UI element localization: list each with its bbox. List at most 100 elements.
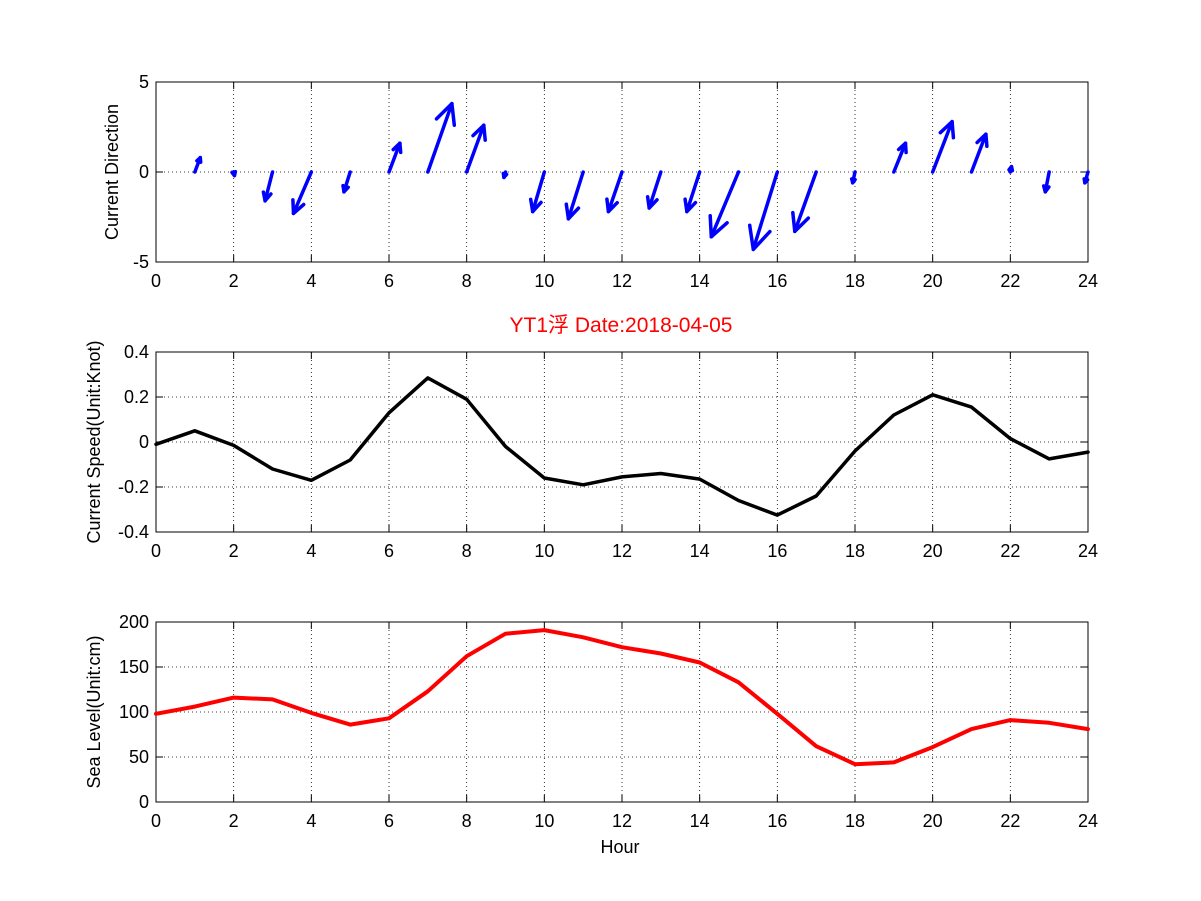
series-line — [154, 628, 1090, 767]
x-tick-label: 18 — [845, 271, 865, 291]
x-tick-label: 4 — [306, 271, 316, 291]
x-tick-label: 10 — [534, 541, 554, 561]
current-arrow — [193, 155, 203, 174]
x-tick-label: 12 — [612, 541, 632, 561]
y-tick-label: 0 — [139, 432, 149, 452]
current-arrow — [528, 170, 547, 214]
x-tick-label: 12 — [612, 271, 632, 291]
x-tick-label: 22 — [1000, 811, 1020, 831]
current-arrow — [892, 141, 908, 174]
current-arrow — [291, 170, 314, 216]
y-tick-label: 0 — [139, 792, 149, 812]
arrow-shaft — [793, 170, 818, 234]
arrow-shaft — [751, 170, 780, 252]
x-tick-label: 20 — [923, 541, 943, 561]
x-tick-label: 4 — [306, 541, 316, 561]
arrow-head — [791, 210, 811, 234]
x-tick-label: 2 — [229, 541, 239, 561]
y-tick-label: 200 — [119, 612, 149, 632]
x-tick-label: 10 — [534, 811, 554, 831]
y-tick-label: 5 — [139, 72, 149, 92]
x-tick-label: 14 — [690, 541, 710, 561]
x-tick-label: 18 — [845, 811, 865, 831]
current-arrow — [645, 170, 663, 210]
x-tick-label: 18 — [845, 541, 865, 561]
current-arrow — [426, 101, 457, 174]
x-tick-label: 16 — [767, 271, 787, 291]
arrow-shaft — [426, 101, 454, 174]
x-tick-label: 16 — [767, 541, 787, 561]
y-tick-label: 0.2 — [124, 387, 149, 407]
figure-title: YT1浮 Date:2018-04-05 — [510, 314, 733, 337]
arrow-head — [1041, 184, 1051, 194]
current-arrow — [747, 170, 780, 252]
y-tick-label: 0 — [139, 162, 149, 182]
arrow-head — [471, 123, 487, 142]
arrow-shaft — [969, 132, 988, 174]
y-tick-label: 0.4 — [124, 342, 149, 362]
arrow-head — [975, 132, 989, 149]
x-tick-label: 4 — [306, 811, 316, 831]
panel-2: 0 2 4 6 8 10 12 14 16 18 20 22 24-0.4-0.200.20.4Curr… — [84, 340, 1098, 561]
arrow-shaft — [464, 123, 486, 174]
x-tick-label: 24 — [1078, 271, 1098, 291]
x-tick-label: 10 — [534, 271, 554, 291]
arrow-head — [645, 195, 659, 210]
x-tick-label: 14 — [690, 811, 710, 831]
current-arrow — [230, 169, 238, 178]
arrow-head — [849, 177, 857, 185]
arrow-head — [605, 197, 619, 214]
y-tick-label: -0.2 — [118, 477, 149, 497]
arrow-shaft — [647, 170, 663, 210]
current-arrow — [1041, 170, 1051, 194]
x-tick-label: 16 — [767, 811, 787, 831]
current-arrow — [791, 170, 818, 234]
x-tick-label: 14 — [690, 271, 710, 291]
x-tick-label: 22 — [1000, 271, 1020, 291]
current-arrow — [849, 170, 857, 185]
y-tick-label: -0.4 — [118, 522, 149, 542]
current-arrow — [930, 119, 956, 174]
current-arrow — [464, 123, 487, 174]
arrow-shaft — [387, 141, 402, 174]
arrow-head — [708, 213, 729, 239]
x-tick-label: 8 — [462, 271, 472, 291]
arrow-shaft — [709, 170, 741, 239]
x-tick-label: 8 — [462, 811, 472, 831]
y-tick-label: 150 — [119, 657, 149, 677]
x-tick-label: 6 — [384, 811, 394, 831]
arrow-head — [261, 190, 273, 203]
x-tick-label: 22 — [1000, 541, 1020, 561]
arrow-head — [528, 197, 543, 214]
y-tick-label: 100 — [119, 702, 149, 722]
x-tick-label: 20 — [923, 271, 943, 291]
y-axis-label: Current Speed(Unit:Knot) — [84, 340, 104, 543]
current-arrow — [683, 170, 702, 214]
current-arrow — [1082, 170, 1090, 185]
y-tick-label: -5 — [133, 252, 149, 272]
current-arrow — [261, 170, 275, 203]
x-axis-label: Hour — [600, 837, 639, 857]
arrow-head — [434, 101, 457, 127]
arrow-shaft — [685, 170, 702, 214]
arrow-head — [230, 169, 238, 178]
arrow-head — [195, 155, 203, 164]
x-tick-label: 20 — [923, 811, 943, 831]
current-arrow — [341, 170, 352, 194]
x-tick-label: 0 — [151, 271, 161, 291]
current-arrow — [1007, 164, 1015, 174]
x-tick-label: 0 — [151, 811, 161, 831]
x-tick-label: 6 — [384, 541, 394, 561]
arrow-head — [501, 171, 509, 180]
arrow-shaft — [566, 170, 585, 221]
arrow-head — [391, 141, 403, 155]
x-tick-label: 2 — [229, 271, 239, 291]
arrow-head — [291, 198, 306, 216]
arrow-head — [1007, 164, 1015, 173]
y-tick-label: 50 — [129, 747, 149, 767]
arrow-shaft — [892, 141, 908, 174]
arrow-head — [896, 141, 908, 155]
